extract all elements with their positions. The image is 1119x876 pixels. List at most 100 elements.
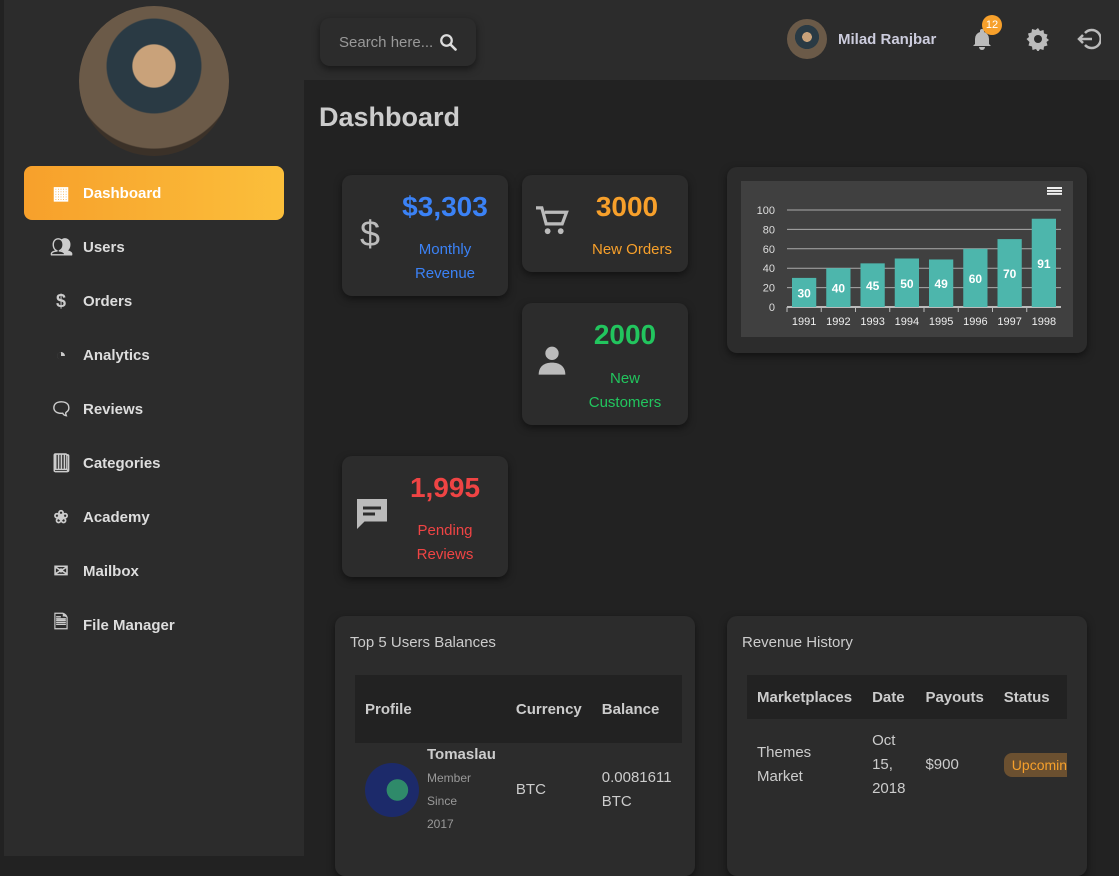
- gear-icon[interactable]: [1026, 27, 1050, 51]
- sidebar-item-label: Reviews: [83, 400, 144, 418]
- brain-icon: ❀: [53, 506, 69, 527]
- sidebar-item-academy[interactable]: ❀ Academy: [24, 490, 284, 544]
- profile-avatar[interactable]: [79, 6, 229, 156]
- sidebar-item-label: Analytics: [83, 346, 150, 364]
- y-tick-label: 60: [763, 244, 775, 256]
- bar: [1031, 218, 1056, 307]
- sidebar-item-categories[interactable]: 📕︎ Categories: [24, 436, 284, 490]
- bar: [860, 263, 885, 307]
- sidebar-item-label: Mailbox: [83, 562, 139, 580]
- analytics-icon: ◔: [55, 344, 67, 365]
- bar-chart: 0 20 40 60 80 100 30 1991 40 1992 45 1993 50 1994 49 19…: [741, 181, 1073, 337]
- sidebar-item-label: File Manager: [83, 616, 175, 634]
- bar: [826, 268, 851, 307]
- revenue-table: Marketplaces Date Payouts Status Themes Mar…: [747, 675, 1067, 811]
- avatar[interactable]: [787, 19, 827, 59]
- data-label: 40: [832, 282, 846, 296]
- column-header[interactable]: Date: [862, 675, 916, 719]
- table-row[interactable]: Tomaslau Member Since 2017 BTC 0.0081611 …: [355, 743, 682, 836]
- data-label: 60: [969, 272, 983, 286]
- column-header[interactable]: Balance: [591, 675, 682, 743]
- x-tick-label: 1991: [792, 316, 816, 328]
- user-menu[interactable]: Milad Ranjbar: [787, 19, 936, 59]
- dashboard-icon: ▦: [52, 182, 70, 203]
- reviews-icon: 🗨︎: [50, 398, 73, 419]
- bell-icon[interactable]: [970, 27, 994, 51]
- user-icon: [538, 346, 566, 375]
- status-badge: Upcoming: [1003, 752, 1067, 777]
- x-tick-label: 1995: [929, 316, 953, 328]
- file-search-icon: 🗎︎: [53, 612, 69, 632]
- sidebar: ▦ Dashboard 👥︎ Users $ Orders ◔ Analytics 🗨︎ Revi…: [4, 0, 304, 856]
- column-header[interactable]: Status: [993, 675, 1067, 719]
- data-label: 45: [866, 279, 880, 293]
- users-icon: 👥︎: [50, 236, 73, 257]
- notification-badge: 12: [982, 15, 1002, 35]
- x-tick-label: 1994: [895, 316, 919, 328]
- sidebar-item-analytics[interactable]: ◔ Analytics: [24, 328, 284, 382]
- dollar-icon: $: [55, 290, 66, 311]
- chart-svg: 0 20 40 60 80 100 30 1991 40 1992 45 1993 50 1994 49 19…: [757, 187, 1062, 328]
- bar: [963, 248, 988, 307]
- cart-icon: [536, 206, 569, 235]
- sidebar-item-label: Categories: [83, 454, 161, 472]
- bar: [894, 258, 919, 307]
- sidebar-item-mailbox[interactable]: ✉ Mailbox: [24, 544, 284, 598]
- comment-icon: [357, 499, 387, 529]
- y-tick-label: 80: [763, 224, 775, 236]
- sidebar-item-label: Users: [83, 238, 125, 256]
- x-tick-label: 1993: [860, 316, 884, 328]
- column-header[interactable]: Currency: [505, 675, 592, 743]
- sidebar-item-dashboard[interactable]: ▦ Dashboard: [24, 166, 284, 220]
- search-icon[interactable]: [439, 33, 458, 51]
- avatar: [365, 762, 419, 817]
- data-label: 70: [1003, 267, 1017, 281]
- sidebar-item-label: Dashboard: [83, 184, 162, 202]
- table-row[interactable]: Themes Market Oct 15, 2018 $900 Upcoming: [747, 719, 1067, 811]
- orders-card: 3000 New Orders: [522, 175, 688, 272]
- header: Search here... Milad Ranjbar 12: [304, 0, 1119, 80]
- data-label: 30: [797, 286, 811, 300]
- logout-icon[interactable]: [1077, 27, 1101, 51]
- bar: [792, 277, 817, 307]
- data-label: 91: [1037, 257, 1051, 271]
- sidebar-item-label: Academy: [83, 508, 150, 526]
- data-label: 50: [900, 277, 914, 291]
- balances-table: Profile Currency Balance Tomaslau Member Si…: [355, 675, 682, 836]
- column-header[interactable]: Profile: [355, 675, 506, 743]
- sidebar-nav: ▦ Dashboard 👥︎ Users $ Orders ◔ Analytics 🗨︎ Revi…: [24, 166, 284, 652]
- page-title: Dashboard: [319, 102, 461, 132]
- column-header[interactable]: Payouts: [915, 675, 994, 719]
- sidebar-item-reviews[interactable]: 🗨︎ Reviews: [24, 382, 284, 436]
- x-tick-label: 1997: [997, 316, 1021, 328]
- panel-title: Revenue History: [742, 634, 853, 651]
- menu-icon[interactable]: [1047, 187, 1062, 189]
- book-icon: 📕︎: [50, 452, 73, 473]
- bar: [997, 239, 1022, 307]
- menu-icon[interactable]: [1047, 192, 1062, 195]
- customers-card: 2000 New Customers: [522, 303, 688, 425]
- revenue-history-panel: Revenue History Marketplaces Date Payouts S…: [727, 616, 1087, 876]
- x-tick-label: 1998: [1032, 316, 1056, 328]
- sidebar-item-users[interactable]: 👥︎ Users: [24, 220, 284, 274]
- column-header[interactable]: Marketplaces: [747, 675, 863, 719]
- x-tick-label: 1996: [963, 316, 987, 328]
- bar: [929, 259, 954, 307]
- y-tick-label: 100: [757, 205, 775, 217]
- chart-card: 0 20 40 60 80 100 30 1991 40 1992 45 1993 50 1994 49 19…: [727, 167, 1087, 353]
- y-tick-label: 20: [763, 283, 775, 295]
- menu-icon[interactable]: [1047, 189, 1062, 192]
- dollar-icon: $: [360, 213, 381, 254]
- sidebar-item-file-manager[interactable]: 🗎︎ File Manager: [24, 598, 284, 652]
- y-tick-label: 0: [769, 302, 775, 314]
- reviews-card: 1,995 Pending Reviews: [342, 456, 508, 577]
- y-tick-label: 40: [763, 263, 775, 275]
- panel-title: Top 5 Users Balances: [350, 634, 496, 651]
- search-input[interactable]: Search here...: [320, 18, 476, 66]
- sidebar-item-orders[interactable]: $ Orders: [24, 274, 284, 328]
- sidebar-item-label: Orders: [83, 292, 133, 310]
- user-name: Milad Ranjbar: [838, 30, 937, 48]
- revenue-card: $ $3,303 Monthly Revenue: [342, 175, 508, 296]
- mail-icon: ✉: [53, 560, 69, 581]
- x-tick-label: 1992: [826, 316, 850, 328]
